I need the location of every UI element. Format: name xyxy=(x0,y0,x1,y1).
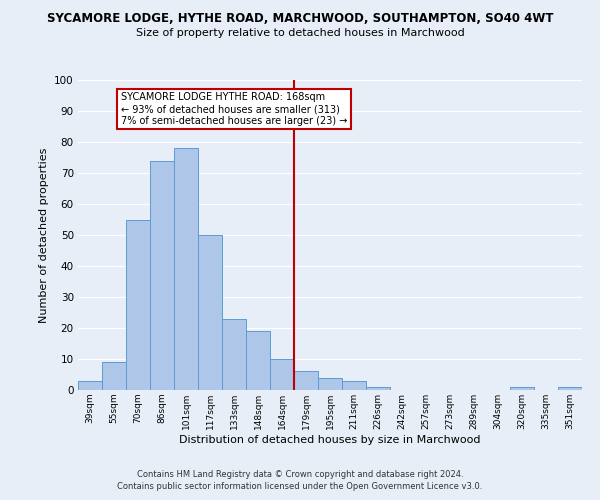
Bar xyxy=(102,362,126,390)
Bar xyxy=(198,235,222,390)
Text: Contains HM Land Registry data © Crown copyright and database right 2024.: Contains HM Land Registry data © Crown c… xyxy=(137,470,463,479)
Bar xyxy=(318,378,342,390)
Text: SYCAMORE LODGE, HYTHE ROAD, MARCHWOOD, SOUTHAMPTON, SO40 4WT: SYCAMORE LODGE, HYTHE ROAD, MARCHWOOD, S… xyxy=(47,12,553,26)
Y-axis label: Number of detached properties: Number of detached properties xyxy=(38,148,49,322)
Text: Size of property relative to detached houses in Marchwood: Size of property relative to detached ho… xyxy=(136,28,464,38)
Text: SYCAMORE LODGE HYTHE ROAD: 168sqm
← 93% of detached houses are smaller (313)
7% : SYCAMORE LODGE HYTHE ROAD: 168sqm ← 93% … xyxy=(121,92,347,126)
Bar xyxy=(294,372,318,390)
Bar xyxy=(510,387,534,390)
Text: Contains public sector information licensed under the Open Government Licence v3: Contains public sector information licen… xyxy=(118,482,482,491)
Bar xyxy=(366,387,390,390)
Bar xyxy=(342,380,366,390)
Bar xyxy=(270,359,294,390)
X-axis label: Distribution of detached houses by size in Marchwood: Distribution of detached houses by size … xyxy=(179,434,481,444)
Bar xyxy=(150,160,174,390)
Bar xyxy=(246,331,270,390)
Bar xyxy=(222,318,246,390)
Bar xyxy=(78,380,102,390)
Bar xyxy=(126,220,150,390)
Bar xyxy=(558,387,582,390)
Bar xyxy=(174,148,198,390)
